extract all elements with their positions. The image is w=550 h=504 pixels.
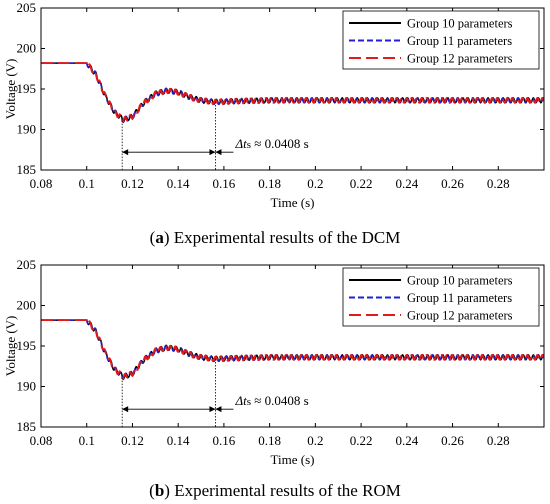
legend-box — [342, 267, 540, 327]
y-tick-label: 195 — [17, 338, 37, 353]
caption-text: Experimental results of the DCM — [169, 228, 400, 247]
y-tick-label: 190 — [17, 122, 37, 137]
x-tick-label: 0.16 — [213, 176, 236, 191]
y-tick-label: 185 — [17, 419, 37, 434]
x-tick-label: 0.1 — [79, 433, 95, 448]
annotation-arrowhead-right — [209, 406, 216, 413]
x-tick-label: 0.26 — [441, 433, 464, 448]
annotation-var: t — [243, 393, 247, 408]
figure-caption: (a) Experimental results of the DCM — [150, 228, 401, 247]
legend-label: Group 10 parameters — [407, 17, 513, 31]
x-tick-label: 0.14 — [167, 433, 190, 448]
x-tick-label: 0.22 — [350, 176, 373, 191]
x-axis-label: Time (s) — [271, 195, 315, 210]
y-tick-label: 205 — [17, 257, 37, 272]
y-tick-label: 200 — [17, 41, 37, 56]
x-tick-label: 0.08 — [30, 176, 53, 191]
annotation-arrowhead-right — [209, 149, 216, 156]
caption-paren-close: ) — [164, 228, 170, 247]
chart-panel-b: 0.08 0.1 0.12 0.14 0.16 0.18 0.2 0.22 0.24 0.26 0.… — [3, 257, 545, 500]
x-tick-label: 0.12 — [121, 433, 144, 448]
y-tick-label: 190 — [17, 379, 37, 394]
annotation-arrowhead-left — [122, 406, 129, 413]
legend-box — [342, 10, 540, 70]
x-tick-label: 0.28 — [487, 176, 510, 191]
legend-label: Group 11 parameters — [407, 291, 512, 305]
annotation-prefix: Δ — [234, 393, 243, 408]
annotation-text: Δts ≈ 0.0408 s — [234, 393, 308, 408]
x-tick-label: 0.26 — [441, 176, 464, 191]
legend-label: Group 10 parameters — [407, 274, 513, 288]
x-tick-label: 0.24 — [395, 433, 418, 448]
y-tick-label: 185 — [17, 162, 37, 177]
y-axis-label: Voltage (V) — [3, 316, 18, 377]
x-tick-label: 0.28 — [487, 433, 510, 448]
legend-label: Group 12 parameters — [407, 52, 513, 66]
x-tick-label: 0.08 — [30, 433, 53, 448]
annotation-arrowhead-outer — [215, 406, 222, 413]
x-tick-label: 0.2 — [307, 433, 323, 448]
series-line-12 — [41, 62, 544, 123]
annotation-arrowhead-left — [122, 149, 129, 156]
x-tick-label: 0.1 — [79, 176, 95, 191]
caption-letter: b — [155, 481, 164, 500]
annotation-arrowhead-outer — [215, 149, 222, 156]
y-tick-label: 205 — [17, 0, 37, 15]
annotation-prefix: Δ — [234, 136, 243, 151]
x-axis-label: Time (s) — [271, 452, 315, 467]
caption-paren-open: ( — [150, 228, 156, 247]
chart-panel-a: 0.08 0.1 0.12 0.14 0.16 0.18 0.2 0.22 0.24 0.26 0.… — [3, 0, 545, 247]
plot-area — [41, 319, 544, 381]
figure-caption: (b) Experimental results of the ROM — [149, 481, 401, 500]
annotation-sub: s — [247, 396, 251, 408]
y-axis-label: Voltage (V) — [3, 59, 18, 120]
x-tick-label: 0.24 — [395, 176, 418, 191]
x-tick-label: 0.22 — [350, 433, 373, 448]
annotation-sub: s — [247, 139, 251, 151]
y-tick-label: 200 — [17, 298, 37, 313]
caption-letter: a — [155, 228, 164, 247]
plot-area — [41, 62, 544, 124]
annotation-rest: ≈ 0.0408 s — [251, 136, 309, 151]
y-tick-label: 195 — [17, 81, 37, 96]
caption-text: Experimental results of the ROM — [170, 481, 401, 500]
series-line-12 — [41, 319, 544, 380]
caption-paren-close: ) — [164, 481, 170, 500]
x-tick-label: 0.18 — [258, 176, 281, 191]
legend-label: Group 12 parameters — [407, 309, 513, 323]
annotation-var: t — [243, 136, 247, 151]
legend-label: Group 11 parameters — [407, 34, 512, 48]
caption-paren-open: ( — [149, 481, 155, 500]
x-tick-label: 0.18 — [258, 433, 281, 448]
x-tick-label: 0.12 — [121, 176, 144, 191]
annotation-text: Δts ≈ 0.0408 s — [234, 136, 308, 151]
x-tick-label: 0.2 — [307, 176, 323, 191]
annotation-rest: ≈ 0.0408 s — [251, 393, 309, 408]
x-tick-label: 0.14 — [167, 176, 190, 191]
x-tick-label: 0.16 — [213, 433, 236, 448]
